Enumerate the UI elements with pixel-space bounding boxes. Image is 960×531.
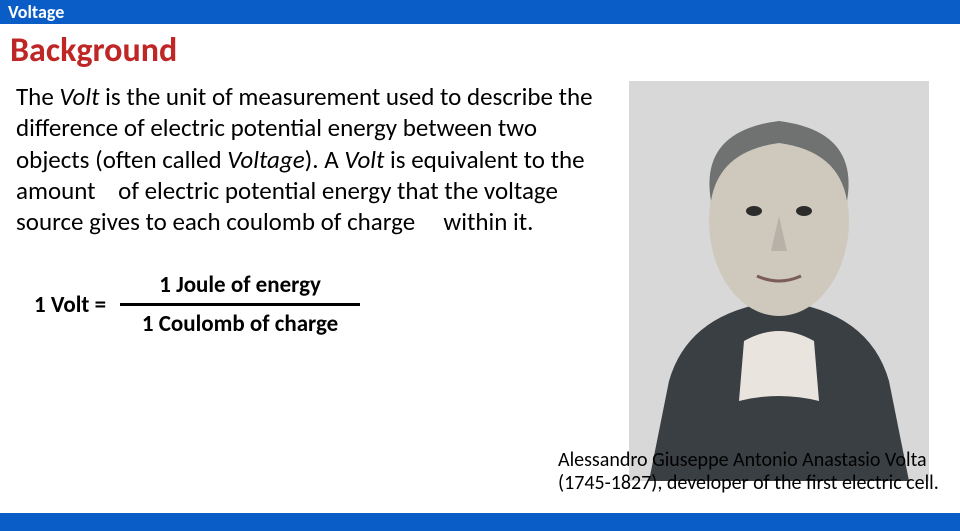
- fraction-line: [120, 303, 360, 306]
- portrait-eye-right: [796, 206, 812, 216]
- portrait-image: [629, 81, 929, 481]
- portrait-eye-left: [746, 206, 762, 216]
- section-title: Background: [10, 30, 960, 71]
- body-text-5: ). A: [305, 144, 345, 175]
- body-italic-volt-1: Volt: [59, 81, 99, 112]
- portrait-column: [624, 81, 934, 481]
- formula-fraction: 1 Joule of energy 1 Coulomb of charge: [120, 271, 360, 338]
- formula-numerator: 1 Joule of energy: [159, 271, 321, 299]
- topic-bar: Voltage: [0, 0, 960, 24]
- portrait-collar: [739, 331, 819, 401]
- slide: Voltage Background The Volt is the unit …: [0, 0, 960, 531]
- text-column: The Volt is the unit of measurement used…: [16, 81, 624, 481]
- body-italic-voltage: Voltage: [227, 144, 304, 175]
- body-paragraph: The Volt is the unit of measurement used…: [16, 81, 614, 237]
- formula-denominator: 1 Coulomb of charge: [142, 310, 338, 338]
- formula: 1 Volt = 1 Joule of energy 1 Coulomb of …: [34, 271, 624, 338]
- topic-label: Voltage: [8, 1, 64, 23]
- bottom-bar: [0, 513, 960, 531]
- body-italic-volt-2: Volt: [344, 144, 384, 175]
- formula-lhs: 1 Volt =: [34, 291, 106, 319]
- content-area: The Volt is the unit of measurement used…: [0, 81, 960, 481]
- portrait-caption: Alessandro Giuseppe Antonio Anastasio Vo…: [558, 449, 948, 495]
- body-text-1: The: [16, 81, 59, 112]
- caption-line-1: Alessandro Giuseppe Antonio Anastasio Vo…: [558, 448, 927, 472]
- caption-line-2: (1745-1827), developer of the first elec…: [558, 471, 939, 495]
